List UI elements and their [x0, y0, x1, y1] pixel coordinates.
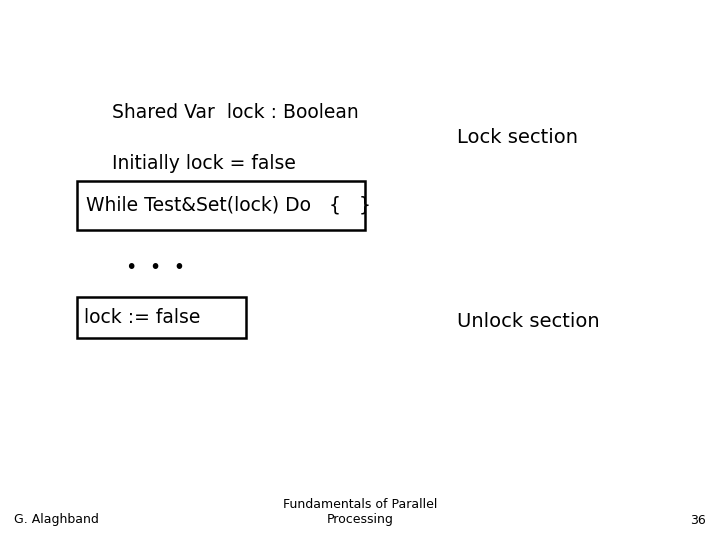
Text: Fundamentals of Parallel
Processing: Fundamentals of Parallel Processing — [283, 498, 437, 526]
Text: •  •  •: • • • — [126, 258, 185, 277]
Text: lock := false: lock := false — [84, 308, 201, 327]
Text: Shared Var  lock : Boolean: Shared Var lock : Boolean — [112, 103, 359, 122]
Text: While Test&Set(lock) Do   {   }: While Test&Set(lock) Do { } — [86, 195, 372, 215]
Text: Lock section: Lock section — [457, 128, 578, 147]
Text: Unlock section: Unlock section — [457, 312, 600, 331]
Text: 36: 36 — [690, 514, 706, 526]
Text: G. Alaghband: G. Alaghband — [14, 514, 99, 526]
FancyBboxPatch shape — [77, 297, 246, 338]
FancyBboxPatch shape — [77, 181, 365, 230]
Text: Initially lock = false: Initially lock = false — [112, 154, 295, 173]
